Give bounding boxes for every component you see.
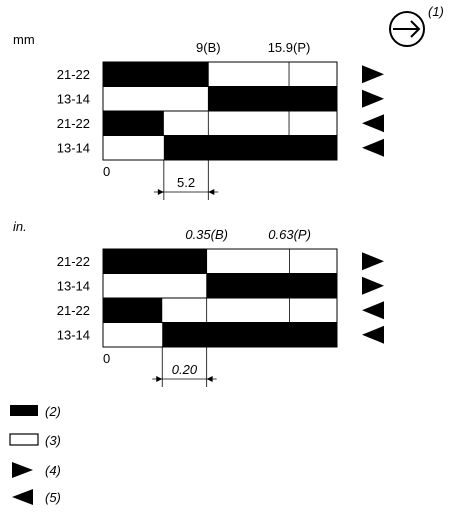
- origin-label: 0: [103, 164, 110, 179]
- marker-label: 0.63(P): [268, 227, 311, 242]
- dimension-arrow: [157, 189, 164, 195]
- triangle-right-icon: [362, 89, 384, 108]
- legend-item: (2): [10, 404, 61, 419]
- marker-label: 9(B): [196, 40, 221, 55]
- triangle-left-icon: [362, 325, 384, 344]
- filled-segment: [162, 322, 337, 347]
- legend-item: (5): [12, 489, 61, 505]
- unit-label: in.: [13, 219, 27, 234]
- direction-symbol: (1): [389, 4, 444, 47]
- dimension-label: 0.20: [172, 362, 198, 377]
- filled-segment: [103, 249, 207, 274]
- dimension-arrow: [156, 376, 163, 382]
- row-label: 13-14: [57, 92, 90, 107]
- row-label: 21-22: [57, 303, 90, 318]
- unit-label: mm: [13, 32, 35, 47]
- triangle-left-icon: [362, 114, 384, 133]
- direction-circle: [389, 11, 425, 47]
- row-label: 21-22: [57, 254, 90, 269]
- filled-segment: [103, 62, 209, 87]
- panel-0: mm 9(B) 15.9(P) 21-22 13-14 21-22 13-14 0 5.2: [13, 32, 384, 200]
- legend-item: (3): [9, 433, 61, 448]
- legend: (2) (3) (4) (5): [9, 404, 61, 505]
- filled-segment: [103, 111, 164, 136]
- legend-label: (5): [45, 490, 61, 505]
- filled-bar-swatch: [10, 405, 38, 416]
- row-label: 13-14: [57, 141, 90, 156]
- legend-item: (4): [12, 462, 61, 478]
- marker-label: 15.9(P): [268, 40, 311, 55]
- triangle-left-icon: [362, 138, 384, 157]
- row-label: 21-22: [57, 67, 90, 82]
- filled-segment: [206, 273, 337, 298]
- triangle-right-icon: [362, 65, 384, 84]
- triangle-right-icon: [362, 252, 384, 271]
- filled-segment: [208, 86, 337, 111]
- dimension-label: 5.2: [177, 175, 195, 190]
- arrow-head: [410, 20, 421, 38]
- filled-segment: [103, 298, 163, 323]
- row-label: 13-14: [57, 279, 90, 294]
- panel-1: in. 0.35(B) 0.63(P) 21-22 13-14 21-22 13-14 0 0.…: [13, 219, 384, 387]
- triangle-left-icon: [362, 301, 384, 320]
- direction-symbol-label: (1): [428, 4, 444, 19]
- triangle-left-icon: [12, 489, 33, 505]
- legend-label: (4): [45, 463, 61, 478]
- marker-label: 0.35(B): [185, 227, 228, 242]
- legend-label: (3): [45, 433, 61, 448]
- row-label: 21-22: [57, 116, 90, 131]
- dimension-arrow: [206, 376, 213, 382]
- row-label: 13-14: [57, 328, 90, 343]
- panels: mm 9(B) 15.9(P) 21-22 13-14 21-22 13-14 0 5.2 in.…: [13, 32, 384, 387]
- filled-segment: [163, 135, 337, 160]
- legend-label: (2): [45, 404, 61, 419]
- dimension-arrow: [208, 189, 215, 195]
- triangle-right-icon: [362, 276, 384, 295]
- open-bar-swatch: [9, 433, 39, 446]
- origin-label: 0: [103, 351, 110, 366]
- triangle-right-icon: [12, 462, 33, 478]
